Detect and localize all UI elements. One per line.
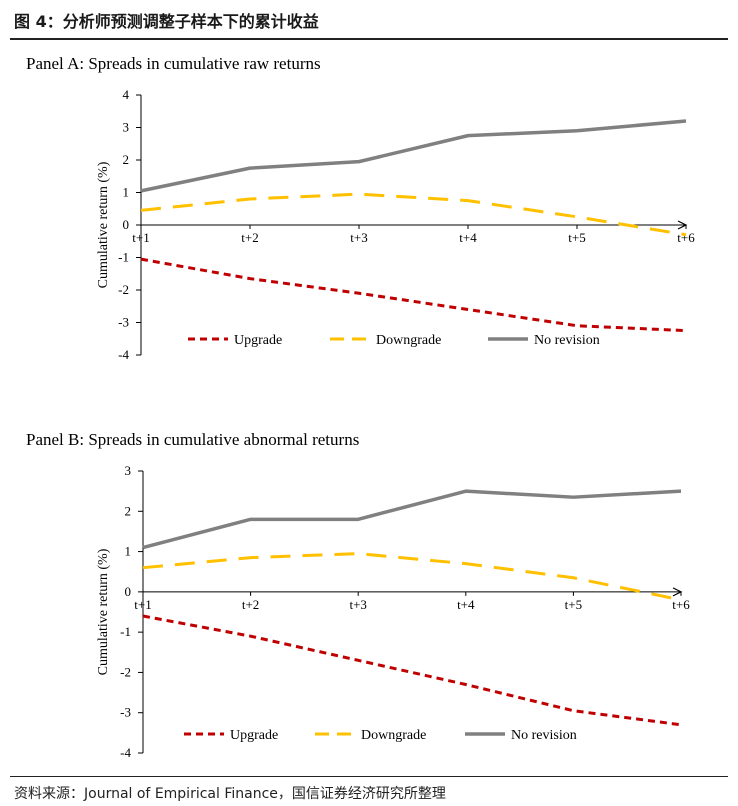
panel-a-x-tick-label: t+3 [350,230,367,245]
panel-a-y-tick-label: -4 [118,347,129,362]
panel-a-x-tick-label: t+2 [241,230,258,245]
panel-b-y-tick-label: 0 [125,584,132,599]
panel-a-legend-label-downgrade: Downgrade [376,333,441,348]
panel-b-x-tick-label: t+4 [457,597,475,612]
panel-b-x-axis-arrow [672,587,683,597]
panel-a-y-tick-label: 3 [123,120,130,135]
title-rule [10,38,728,40]
panel-a-series-downgrade [140,192,687,237]
panel-b-title: Panel B: Spreads in cumulative abnormal … [26,430,359,449]
panel-a-y-tick-label: 0 [123,217,130,232]
panel-a-y-tick-label: 4 [123,87,130,102]
panel-a-y-axis-label: Cumulative return (%) [96,161,111,288]
panel-a-legend-label-no-revision: No revision [534,333,600,348]
panel-b-series-no-revision [142,489,682,550]
panel-a-y-tick-label: 2 [123,152,130,167]
panel-b-y-tick-label: 2 [125,503,132,518]
figure-title: 图 4：分析师预测调整子样本下的累计收益 [14,12,319,31]
panel-a-x-tick-label: t+6 [677,230,695,245]
panel-b-y-tick-label: -2 [120,664,131,679]
panel-b-x-tick-label: t+2 [242,597,259,612]
panel-b-series-downgrade [142,552,682,602]
panel-b-chart: Panel B: Spreads in cumulative abnormal … [26,430,690,760]
panel-a-y-tick-label: -3 [118,315,129,330]
panel-a-title: Panel A: Spreads in cumulative raw retur… [26,54,321,73]
panel-a-x-tick-label: t+1 [132,230,149,245]
panel-b-legend-label-downgrade: Downgrade [361,728,426,743]
panel-a-series-upgrade [140,257,687,333]
panel-b-y-tick-label: -3 [120,705,131,720]
panel-b-y-tick-label: -1 [120,624,131,639]
panel-b-x-tick-label: t+6 [672,597,690,612]
panel-b-y-tick-label: 3 [125,463,132,478]
panel-a-y-tick-label: -1 [118,250,129,265]
source-rule [10,776,728,777]
panel-b-x-tick-label: t+1 [134,597,151,612]
panel-b-series-upgrade [142,614,682,727]
panel-b-x-tick-label: t+3 [349,597,366,612]
panel-b-legend-label-no-revision: No revision [511,728,577,743]
panel-a-chart: Panel A: Spreads in cumulative raw retur… [26,54,695,362]
panel-a-x-tick-label: t+4 [459,230,477,245]
panel-b-legend-label-upgrade: Upgrade [230,728,278,743]
panel-a-series-no-revision [140,119,687,193]
source-note: 资料来源：Journal of Empirical Finance，国信证券经济… [14,786,446,802]
panel-b-x-tick-label: t+5 [565,597,582,612]
panel-b-y-tick-label: -4 [120,745,131,760]
panel-a-y-tick-label: 1 [123,185,130,200]
panel-a-y-tick-label: -2 [118,282,129,297]
panel-b-y-axis-label: Cumulative return (%) [96,548,111,675]
panel-a-x-tick-label: t+5 [568,230,585,245]
panel-a-legend-label-upgrade: Upgrade [234,333,282,348]
panel-b-y-tick-label: 1 [125,544,132,559]
